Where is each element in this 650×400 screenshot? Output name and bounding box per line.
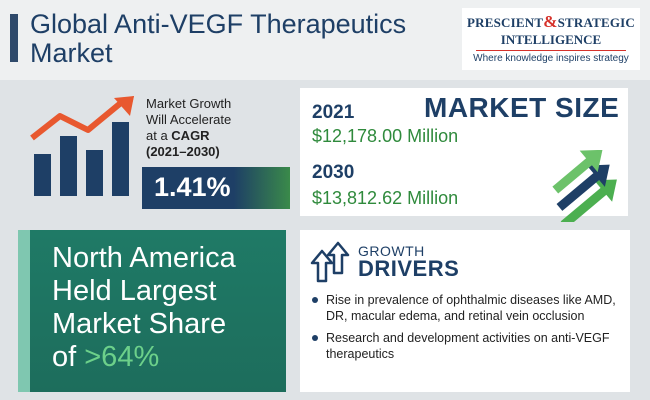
growth-arrows-icon (552, 150, 617, 222)
region-line4-prefix: of (52, 341, 85, 373)
year-2030-label: 2030 (312, 162, 355, 183)
bar-chart-up-arrow-icon (30, 96, 134, 196)
brand-word-strategic: STRATEGIC (557, 15, 635, 30)
growth-line1: Market Growth (146, 96, 232, 111)
growth-line3: at a CAGR (146, 128, 296, 144)
region-line1: North America (52, 242, 236, 274)
brand-word-prescient: PRESCIENT (466, 15, 544, 30)
growth-line2: Will Accelerate (146, 112, 232, 127)
list-item: Research and development activities on a… (308, 330, 618, 362)
value-2030: $13,812.62 Million (312, 188, 459, 208)
region-share-value: >64% (84, 341, 160, 373)
brand-line1: PRESCIENT&STRATEGIC (462, 12, 640, 32)
region-share-panel (18, 230, 286, 392)
brand-logo: PRESCIENT&STRATEGIC INTELLIGENCE Where k… (462, 8, 640, 70)
value-2021: $12,178.00 Million (312, 126, 459, 146)
page-title: Global Anti-VEGF Therapeutics Market (30, 9, 407, 68)
brand-tagline: Where knowledge inspires strategy (473, 53, 629, 64)
growth-cagr-label: CAGR (171, 128, 210, 143)
growth-period: (2021–2030) (146, 144, 220, 159)
growth-drivers-panel (300, 230, 630, 392)
region-line3: Market Share (52, 308, 227, 340)
title-accent-bar (10, 14, 18, 62)
drivers-title: DRIVERS (358, 256, 460, 281)
drivers-kicker: GROWTH (358, 243, 425, 259)
up-arrows-icon (310, 241, 350, 283)
region-share-statement: North America Held Largest Market Share … (52, 242, 292, 374)
cagr-value-badge: 1.41% (142, 167, 290, 209)
list-item: Rise in prevalence of ophthalmic disease… (308, 292, 618, 324)
growth-statement: Market Growth Will Accelerate at a CAGR … (146, 96, 296, 160)
brand-divider (476, 50, 626, 51)
year-2021-label: 2021 (312, 102, 355, 123)
brand-line2: INTELLIGENCE (500, 32, 602, 47)
drivers-list: Rise in prevalence of ophthalmic disease… (308, 292, 618, 368)
region-line4: of >64% (52, 341, 292, 374)
market-size-title: MARKET SIZE (424, 92, 620, 123)
region-line2: Held Largest (52, 275, 217, 307)
brand-ampersand: & (543, 12, 558, 31)
growth-line3-prefix: at a (146, 128, 172, 143)
